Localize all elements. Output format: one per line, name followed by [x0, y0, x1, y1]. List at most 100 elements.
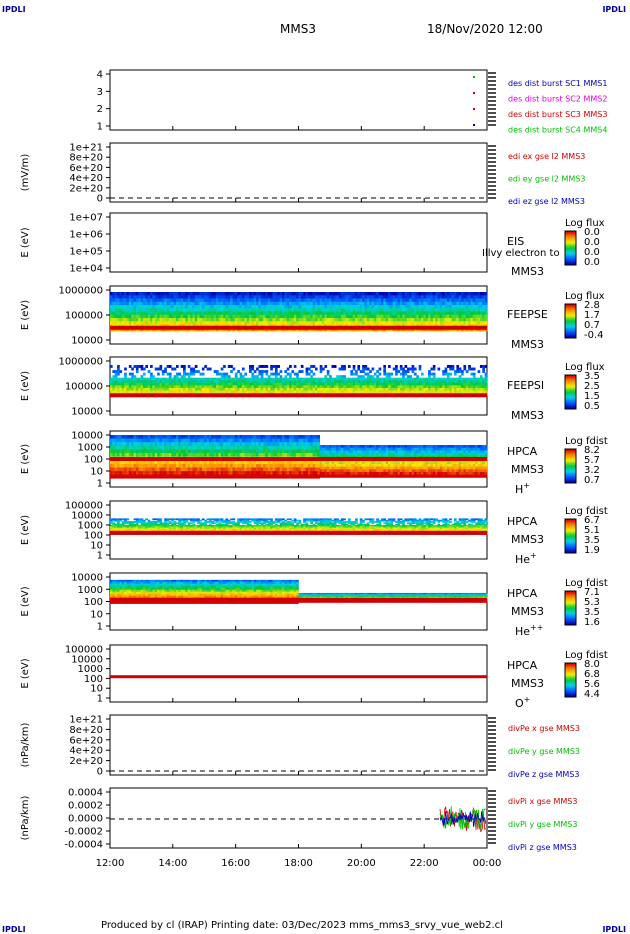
panel-5-cell: [463, 382, 467, 386]
panel-4-cell: [256, 305, 259, 309]
panel-5-cell: [369, 380, 372, 384]
panel-6-cell: [289, 435, 292, 439]
panel-4-cell: [413, 314, 417, 319]
panel-4-cell: [277, 305, 280, 309]
panel-5-cell: [239, 387, 243, 391]
panel-4-cell: [208, 292, 212, 296]
panel-6-cell: [234, 438, 238, 443]
panel-5-cell: [463, 367, 467, 371]
panel-6-cell: [369, 447, 372, 451]
panel-4-cell: [199, 305, 203, 309]
panel-5-cell: [267, 380, 271, 384]
panel-6-cell: [317, 471, 321, 475]
panel-4-cell: [352, 295, 356, 299]
panel-5-cell: [369, 370, 372, 374]
panel-6-cell: [286, 460, 290, 465]
panel-4-cell: [265, 298, 269, 303]
panel-6-cell: [282, 471, 285, 475]
panel-6-cell: [258, 453, 262, 457]
panel-4-cell: [237, 321, 240, 325]
panel-4-cell: [406, 308, 410, 312]
panel-4-cell: [439, 311, 443, 316]
panel-4-cell: [117, 318, 120, 322]
panel-6-cell: [152, 438, 156, 443]
panel-6-cell: [117, 471, 120, 475]
panel-6-cell: [324, 453, 328, 457]
panel-5-cell: [329, 380, 332, 384]
panel-5-cell: [237, 370, 240, 374]
panel-5-cell: [362, 367, 365, 371]
panel-5-cell: [399, 380, 403, 384]
panel-4-cell: [449, 311, 452, 316]
panel-5-cell: [110, 390, 113, 394]
panel-4-cell: [312, 305, 316, 309]
panel-6-cell: [223, 445, 226, 450]
panel-5-cell: [442, 385, 445, 389]
panel-6-cell: [131, 463, 134, 468]
panel-6-cell: [267, 467, 271, 472]
panel-5-cell: [265, 390, 269, 394]
panel-6-cell: [211, 435, 214, 439]
panel-4-cell: [347, 308, 351, 312]
panel-6-cell: [140, 435, 144, 439]
panel-4-cell: [406, 305, 410, 309]
panel-6-cell: [183, 471, 186, 475]
panel-5-cell: [451, 377, 455, 381]
panel-5-cell: [230, 387, 233, 391]
panel-6-cell: [251, 471, 255, 475]
panel-5-cell: [378, 385, 382, 389]
panel-5-cell: [230, 382, 233, 386]
panel-6-cell: [310, 445, 313, 450]
panel-4-cell: [317, 295, 321, 299]
panel-5-cell: [465, 387, 469, 391]
panel-6-cell: [154, 442, 158, 447]
panel-4-cell: [369, 292, 372, 296]
panel-6-cell: [310, 453, 313, 457]
panel-5-cell: [272, 380, 276, 384]
panel-4-cell: [319, 292, 323, 296]
panel-4-cell: [343, 308, 346, 312]
panel-5-cell: [449, 372, 452, 376]
panel-4-cell: [468, 295, 471, 299]
panel-6-cell: [282, 442, 285, 447]
panel-4-cell: [131, 318, 134, 322]
panel-6-cell: [206, 460, 210, 465]
panel-4-cell: [225, 314, 229, 319]
panel-4-cell: [322, 318, 325, 322]
panel-5-cell: [319, 380, 323, 384]
panel-5-cell: [164, 377, 167, 381]
panel-4-cell: [239, 305, 243, 309]
panel-4-cell: [185, 298, 189, 303]
panel-4-cell: [449, 321, 452, 325]
panel-4-cell: [159, 292, 163, 296]
panel-6-cell: [159, 442, 163, 447]
panel-6-cell: [312, 445, 316, 450]
panel-5-cell: [267, 387, 271, 391]
panel-4-cell: [274, 308, 278, 312]
corner-label-top-left: IPDLI: [2, 5, 26, 14]
panel-4-cell: [190, 292, 193, 296]
panel-5-cell: [366, 382, 370, 386]
panel-6-cell: [142, 435, 146, 439]
panel-4-cell: [128, 321, 132, 325]
panel-5-cell: [319, 370, 323, 374]
panel-4-cell: [359, 301, 363, 306]
panel-4-cell: [338, 311, 342, 316]
panel-5-cell: [234, 382, 238, 386]
panel-4-cell: [317, 311, 321, 316]
panel-5-cell: [277, 380, 280, 384]
panel-4-cell: [454, 308, 457, 312]
panel-5-cell: [135, 380, 139, 384]
panel-4-cell: [216, 298, 219, 303]
panel-6-cell: [314, 449, 318, 454]
panel-6-cell: [298, 471, 302, 475]
panel-5-cell: [180, 375, 184, 379]
panel-2-legend-item: edi ey gse l2 MMS3: [508, 175, 586, 184]
panel-5-cell: [256, 367, 259, 371]
panel-3-ytick-label: 1e+07: [69, 213, 103, 224]
panel-6-cell: [225, 435, 229, 439]
panel-5-cell: [416, 390, 419, 394]
panel-4-cell: [112, 295, 116, 299]
panel-4-cell: [131, 298, 134, 303]
panel-6-cell: [119, 435, 123, 439]
